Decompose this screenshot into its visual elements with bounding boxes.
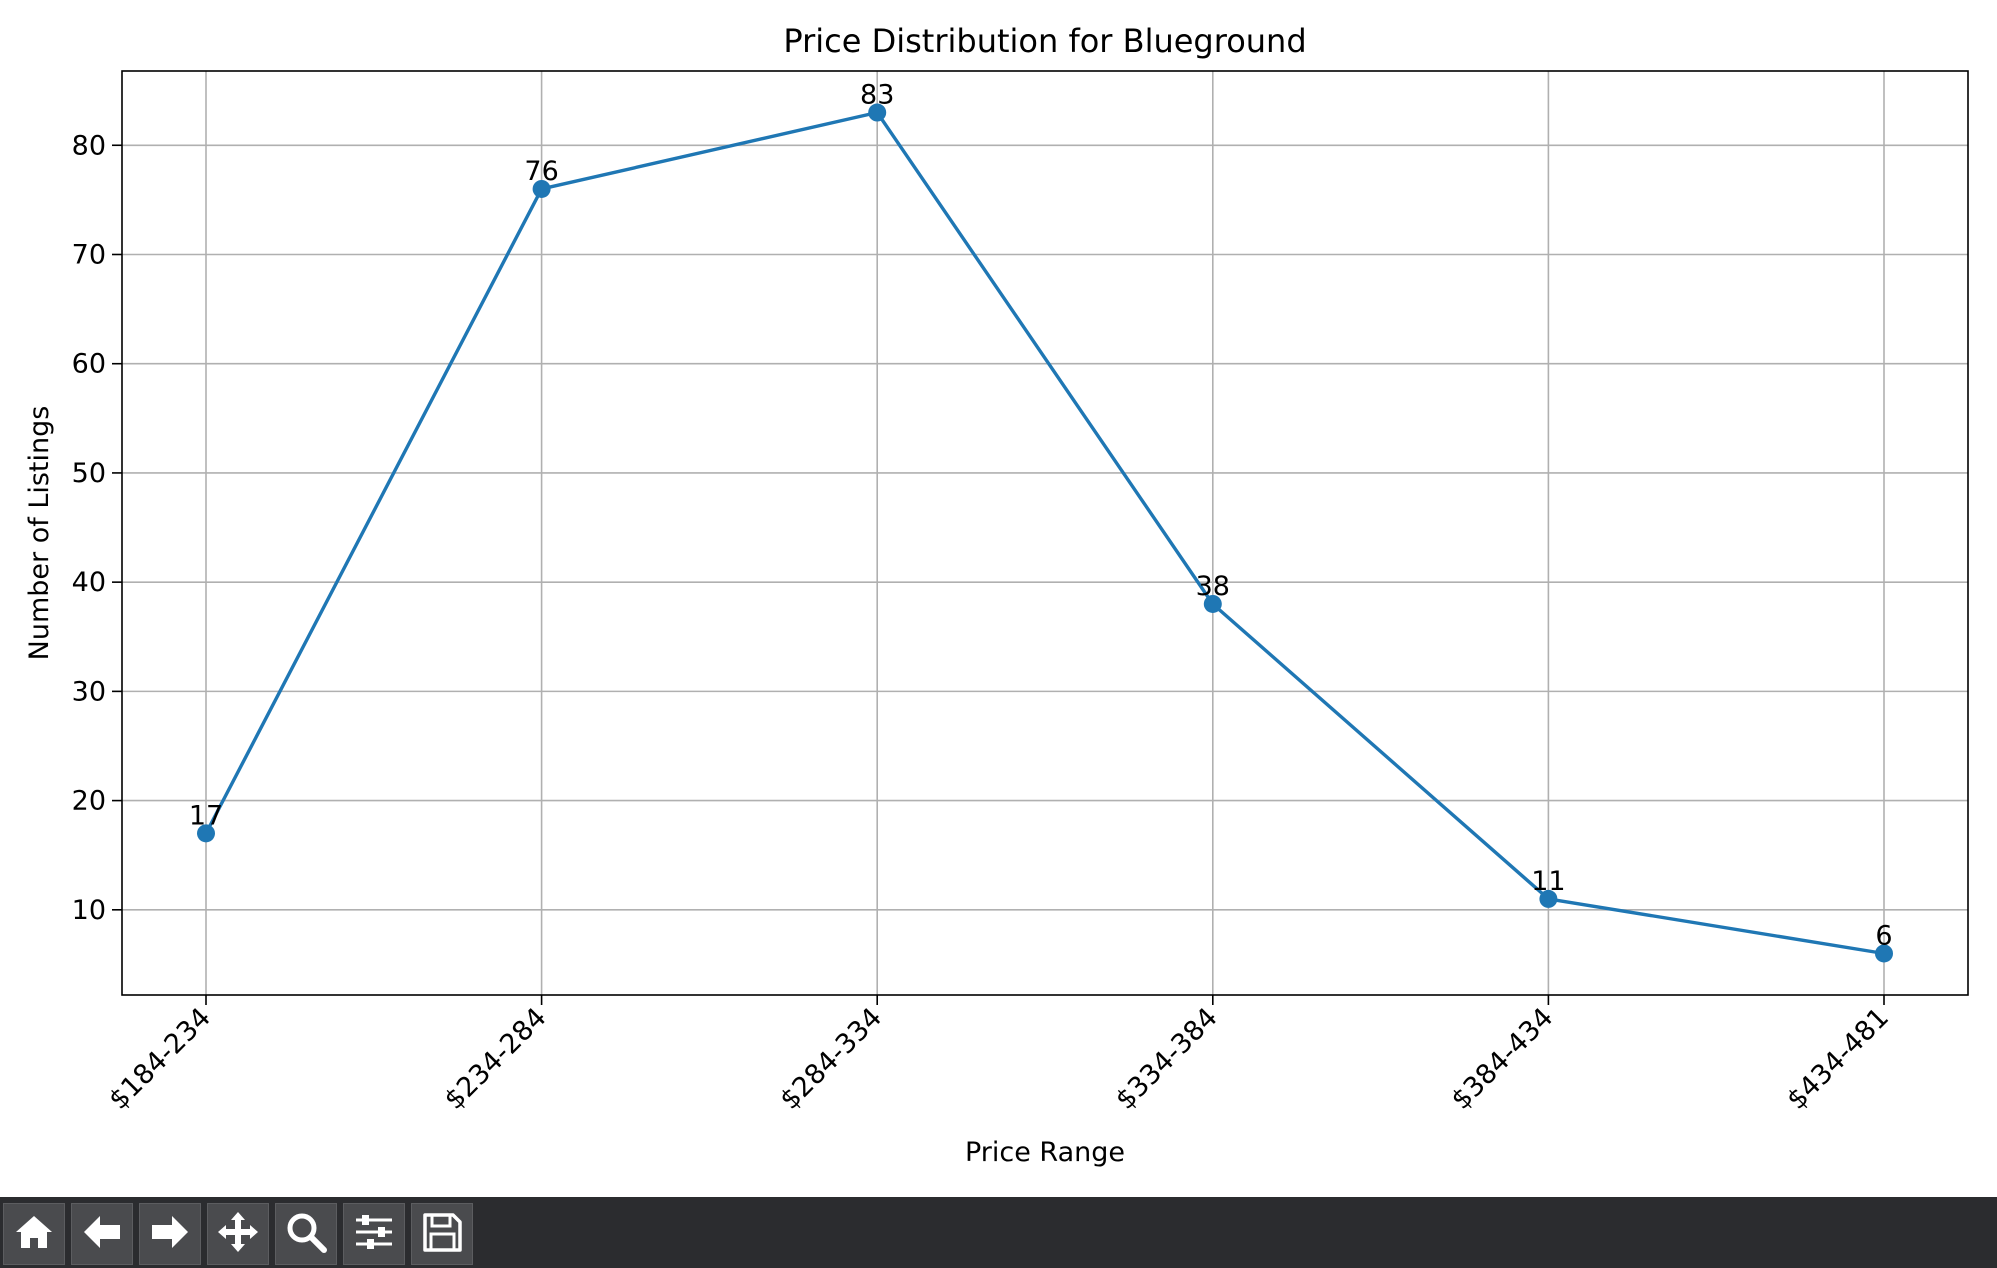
x-axis: $184-234 $234-284 $284-334 $334-384 $384-434… (103, 995, 1895, 1116)
data-point (197, 824, 215, 843)
data-label: 17 (189, 800, 223, 831)
y-tick-label: 30 (72, 676, 106, 707)
y-tick-label: 20 (72, 786, 106, 817)
navigation-toolbar (0, 1197, 1997, 1268)
floppy-disk-icon (420, 1210, 464, 1258)
home-button[interactable] (3, 1203, 65, 1265)
data-point (1203, 594, 1222, 613)
x-tick-label: $234-284 (439, 1002, 553, 1116)
plot-area (122, 71, 1968, 995)
x-tick-label: $434-481 (1781, 1002, 1895, 1116)
x-axis-label: Price Range (965, 1137, 1125, 1168)
configure-subplots-button[interactable] (343, 1203, 405, 1265)
y-tick-label: 40 (72, 567, 106, 598)
y-axis-label: Number of Listings (24, 406, 55, 661)
chart-title: Price Distribution for Blueground (783, 22, 1306, 60)
move-icon (216, 1210, 260, 1258)
data-label: 38 (1196, 571, 1230, 602)
arrow-right-icon (148, 1210, 192, 1258)
x-tick-label: $384-434 (1446, 1002, 1560, 1116)
grid-lines (122, 71, 1968, 995)
pan-button[interactable] (207, 1203, 269, 1265)
data-label: 11 (1531, 866, 1565, 897)
data-point (868, 103, 887, 122)
data-label: 83 (860, 80, 894, 111)
y-tick-label: 60 (72, 349, 106, 380)
data-point (1875, 944, 1893, 963)
data-label: 6 (1875, 920, 1892, 951)
x-tick-label: $184-234 (103, 1002, 217, 1116)
y-tick-label: 70 (72, 239, 106, 270)
plot-frame (121, 70, 1969, 996)
line-chart: 17 76 83 38 11 6 10 20 30 40 50 60 70 80 $184-234 $23… (24, 22, 1969, 1168)
sliders-icon (352, 1210, 396, 1258)
data-point (1539, 889, 1558, 908)
x-tick-label: $334-384 (1110, 1002, 1224, 1116)
y-tick-label: 10 (72, 895, 106, 926)
series-layer: 17 76 83 38 11 6 (189, 80, 1893, 963)
back-button[interactable] (71, 1203, 133, 1265)
zoom-button[interactable] (275, 1203, 337, 1265)
home-icon (12, 1210, 56, 1258)
data-point (532, 179, 551, 198)
y-tick-label: 80 (72, 130, 106, 161)
data-label: 76 (524, 156, 558, 187)
y-tick-label: 50 (72, 458, 106, 489)
figure: 17 76 83 38 11 6 10 20 30 40 50 60 70 80 $184-234 $23… (24, 22, 1969, 1168)
series-line (204, 110, 1885, 956)
forward-button[interactable] (139, 1203, 201, 1265)
magnifier-icon (284, 1210, 328, 1258)
save-button[interactable] (411, 1203, 473, 1265)
x-tick-label: $284-334 (774, 1002, 888, 1116)
arrow-left-icon (80, 1210, 124, 1258)
y-axis: 10 20 30 40 50 60 70 80 (72, 130, 122, 926)
